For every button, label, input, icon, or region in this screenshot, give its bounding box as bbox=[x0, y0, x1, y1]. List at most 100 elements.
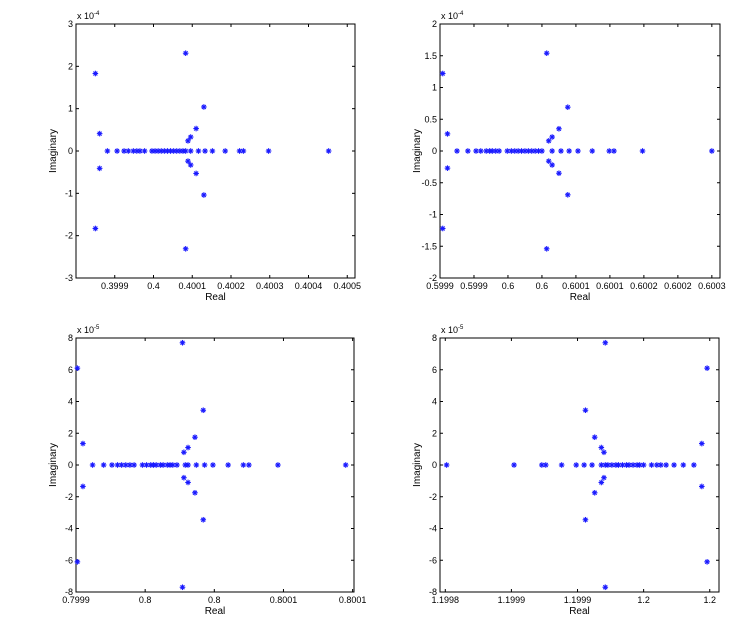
data-point bbox=[558, 148, 564, 154]
data-point bbox=[179, 339, 186, 346]
y-multiplier-exponent: -4 bbox=[94, 11, 100, 17]
data-point bbox=[699, 440, 705, 447]
data-point bbox=[187, 162, 194, 168]
y-axis-label: Imaginary bbox=[48, 443, 59, 487]
data-point bbox=[699, 483, 705, 490]
data-point bbox=[566, 148, 572, 154]
data-point bbox=[225, 462, 231, 468]
data-point bbox=[619, 462, 626, 468]
data-point bbox=[704, 559, 710, 565]
data-point bbox=[182, 148, 189, 154]
x-tick-label: 1.2 bbox=[637, 595, 650, 605]
data-point bbox=[680, 462, 687, 468]
data-point bbox=[602, 584, 609, 591]
data-point bbox=[96, 130, 103, 137]
y-tick-label: -3 bbox=[65, 273, 73, 283]
data-point bbox=[549, 162, 555, 168]
y-tick-label: -8 bbox=[65, 587, 73, 597]
y-tick-label: -4 bbox=[65, 524, 73, 534]
data-point bbox=[202, 148, 208, 154]
x-tick-label: 1.1998 bbox=[432, 595, 460, 605]
data-point bbox=[121, 148, 127, 154]
data-point bbox=[185, 444, 191, 451]
x-tick-label: 0.4 bbox=[147, 281, 160, 291]
data-point bbox=[602, 339, 609, 346]
y-tick-label: 2 bbox=[432, 19, 437, 29]
data-point bbox=[606, 148, 613, 154]
data-point bbox=[325, 148, 332, 154]
data-point bbox=[556, 170, 562, 177]
data-point bbox=[100, 462, 107, 468]
data-point bbox=[496, 148, 502, 154]
y-tick-label: -0.5 bbox=[421, 178, 437, 188]
data-point bbox=[104, 148, 111, 154]
y-tick-label: 0 bbox=[68, 146, 73, 156]
data-point bbox=[174, 462, 180, 468]
data-point bbox=[573, 462, 579, 468]
y-tick-label: -8 bbox=[429, 587, 437, 597]
data-point bbox=[342, 462, 349, 468]
x-axis-label: Real bbox=[205, 606, 226, 617]
y-axis-label: Imaginary bbox=[48, 129, 59, 173]
data-point bbox=[187, 148, 194, 154]
data-point bbox=[598, 479, 605, 486]
y-tick-label: 1.5 bbox=[424, 51, 437, 61]
data-point bbox=[193, 462, 200, 468]
x-axis-label: Real bbox=[205, 292, 226, 303]
y-tick-label: 2 bbox=[68, 428, 73, 438]
data-point bbox=[473, 148, 479, 154]
data-point bbox=[543, 50, 550, 57]
y-tick-label: -6 bbox=[429, 555, 437, 565]
data-point bbox=[240, 148, 247, 154]
y-tick-label: 0.5 bbox=[424, 114, 437, 124]
y-tick-label: -1 bbox=[65, 188, 73, 198]
subplot-3: 0.7999 0.8 0.8 0.8001 0.8001 -8 -6 -4 -2 0 2 4 6 8 x 1… bbox=[48, 325, 366, 617]
data-point bbox=[492, 148, 499, 154]
data-point bbox=[601, 474, 607, 481]
data-point bbox=[704, 365, 710, 371]
data-point bbox=[92, 70, 99, 77]
y-multiplier-exponent: -5 bbox=[458, 325, 464, 331]
y-tick-label: 6 bbox=[68, 365, 73, 375]
y-tick-label: 0 bbox=[68, 460, 73, 470]
data-point bbox=[210, 462, 216, 468]
subplot-1: 0.3999 0.4 0.4001 0.4002 0.4003 0.4004 0.4005 -… bbox=[48, 11, 361, 303]
data-point bbox=[89, 462, 96, 468]
data-point bbox=[92, 225, 99, 232]
y-tick-label: 1 bbox=[68, 104, 73, 114]
data-point bbox=[240, 462, 247, 468]
x-tick-label: 0.4001 bbox=[178, 281, 206, 291]
data-point bbox=[658, 462, 664, 468]
data-point bbox=[564, 192, 571, 198]
data-point bbox=[511, 462, 517, 468]
x-tick-label: 0.4002 bbox=[217, 281, 245, 291]
data-point bbox=[200, 516, 207, 523]
y-tick-label: -2 bbox=[65, 231, 73, 241]
data-point bbox=[532, 148, 538, 154]
x-tick-label: 0.8001 bbox=[339, 595, 367, 605]
data-point bbox=[193, 170, 199, 177]
data-point bbox=[187, 134, 194, 140]
y-tick-label: 0 bbox=[432, 460, 437, 470]
data-point bbox=[444, 131, 451, 137]
y-tick-label: -1.5 bbox=[421, 241, 437, 251]
y-multiplier-exponent: -4 bbox=[458, 11, 464, 17]
data-point bbox=[545, 158, 552, 164]
data-point bbox=[125, 148, 132, 154]
data-point bbox=[443, 462, 450, 468]
data-point bbox=[611, 148, 617, 154]
x-tick-label: 0.4003 bbox=[256, 281, 284, 291]
x-tick-label: 0.5999 bbox=[426, 281, 454, 291]
data-point bbox=[439, 225, 446, 232]
x-axis-label: Real bbox=[569, 606, 590, 617]
data-point bbox=[185, 462, 191, 468]
data-point bbox=[601, 449, 607, 456]
data-point bbox=[539, 148, 545, 154]
y-multiplier: x 10-4 bbox=[77, 11, 100, 21]
y-multiplier-exponent: -5 bbox=[94, 325, 100, 331]
data-point bbox=[139, 462, 146, 468]
data-point bbox=[201, 192, 207, 198]
data-point bbox=[581, 462, 587, 468]
data-point bbox=[663, 462, 669, 468]
